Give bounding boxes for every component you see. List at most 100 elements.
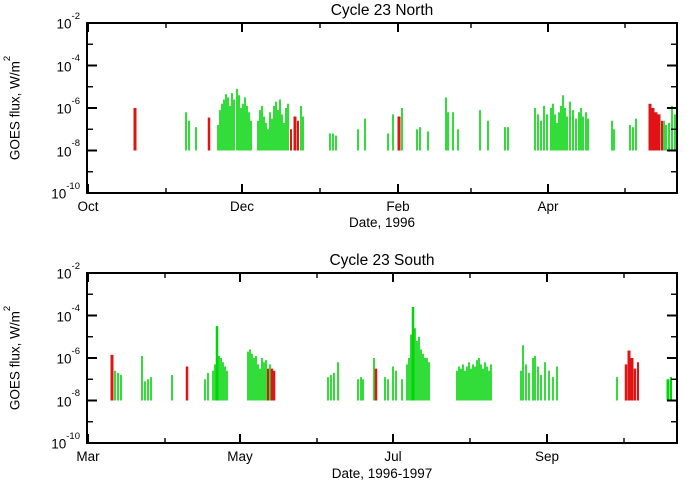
flux-spike: [195, 127, 197, 151]
flux-spike: [218, 355, 220, 401]
flux-spike: [229, 105, 231, 151]
flux-spike: [401, 108, 403, 151]
flux-spike: [392, 366, 394, 401]
x-tick-label: Oct: [77, 199, 99, 214]
flux-spike: [416, 341, 418, 401]
flux-spike: [272, 370, 276, 401]
flux-spike: [212, 370, 214, 401]
flux-spike: [287, 103, 289, 151]
flux-spike: [283, 122, 285, 151]
flux-spike: [582, 116, 584, 151]
x-tick-label: Dec: [229, 199, 255, 214]
flux-spike: [247, 351, 249, 401]
flux-spike: [110, 354, 114, 401]
flux-spike: [270, 368, 274, 401]
flux-spike: [185, 366, 189, 401]
flux-spike: [558, 112, 560, 151]
flux-spike: [238, 95, 240, 151]
flux-spike: [114, 370, 116, 401]
x-tick-label: Sep: [534, 449, 560, 464]
flux-spike: [490, 364, 492, 401]
flux-spike: [257, 120, 259, 151]
flux-spike: [360, 377, 362, 401]
flux-spike: [236, 88, 238, 151]
flux-spike: [460, 368, 462, 401]
flux-spike: [452, 112, 454, 151]
flux-spike: [410, 334, 412, 401]
flux-spike: [458, 366, 460, 401]
flux-spike: [668, 122, 670, 151]
flux-spike: [220, 358, 222, 401]
flux-spike: [554, 114, 556, 151]
flux-spike: [290, 129, 292, 151]
flux-spike: [504, 127, 506, 151]
flux-spike: [221, 103, 223, 151]
flux-spike: [217, 125, 219, 151]
flux-spike: [479, 110, 481, 151]
flux-spike: [285, 108, 287, 151]
flux-spike: [462, 364, 464, 401]
y-tick-label: 10-10: [51, 180, 80, 202]
flux-spike: [364, 118, 366, 151]
flux-spike: [566, 116, 568, 151]
flux-spike: [225, 94, 227, 151]
flux-spike: [219, 110, 221, 151]
flux-spike: [532, 358, 534, 401]
y-axis-label-superscript: 2: [1, 55, 13, 62]
y-tick-label: 10-4: [56, 303, 80, 324]
flux-spike: [560, 105, 562, 151]
flux-spike: [674, 114, 676, 151]
flux-spike: [222, 362, 224, 401]
flux-spike: [374, 368, 378, 401]
flux-spike: [150, 377, 152, 401]
flux-spike: [637, 362, 639, 401]
flux-spike: [572, 110, 574, 151]
flux-spike: [587, 118, 589, 151]
flux-spike: [277, 110, 279, 151]
flux-spike: [575, 118, 577, 151]
flux-spike: [257, 364, 259, 401]
y-tick-label: 10-6: [56, 95, 80, 117]
flux-spike: [357, 379, 359, 401]
flux-spike: [406, 364, 408, 401]
flux-spike: [480, 364, 482, 401]
flux-spike: [474, 366, 476, 401]
flux-spike: [335, 135, 337, 151]
flux-spike: [141, 355, 143, 401]
flux-spike: [244, 97, 246, 151]
flux-spike: [327, 377, 329, 401]
flux-spike: [534, 355, 536, 401]
flux-spike: [666, 379, 670, 401]
plot-box: [86, 22, 678, 194]
flux-spike: [580, 108, 582, 151]
flux-spike: [362, 379, 364, 401]
flux-spike: [171, 375, 173, 401]
flux-spike: [548, 370, 550, 401]
flux-spike: [420, 349, 422, 401]
flux-spike: [556, 122, 558, 151]
flux-spike: [428, 362, 430, 401]
flux-spike: [300, 105, 302, 151]
flux-spike: [470, 368, 472, 401]
flux-spike: [635, 118, 637, 151]
flux-spike: [397, 116, 401, 151]
flux-spike: [224, 366, 226, 401]
flux-spike: [253, 358, 255, 401]
flux-spike: [214, 364, 216, 401]
flux-spike: [281, 114, 283, 151]
flux-spike: [671, 105, 673, 151]
flux-spike: [422, 353, 424, 401]
flux-spike: [120, 375, 122, 401]
flux-spike: [528, 372, 530, 401]
flux-spike: [633, 368, 637, 401]
flux-spike: [418, 336, 420, 401]
flux-spike: [651, 108, 655, 151]
flux-spike: [648, 103, 652, 151]
flux-spike: [357, 129, 359, 151]
flux-spike: [267, 368, 269, 401]
flux-spike: [261, 105, 263, 151]
flux-spike: [663, 120, 665, 151]
flux-spike: [207, 117, 211, 151]
y-tick-label: 10-4: [56, 53, 80, 74]
flux-spike: [387, 379, 389, 401]
